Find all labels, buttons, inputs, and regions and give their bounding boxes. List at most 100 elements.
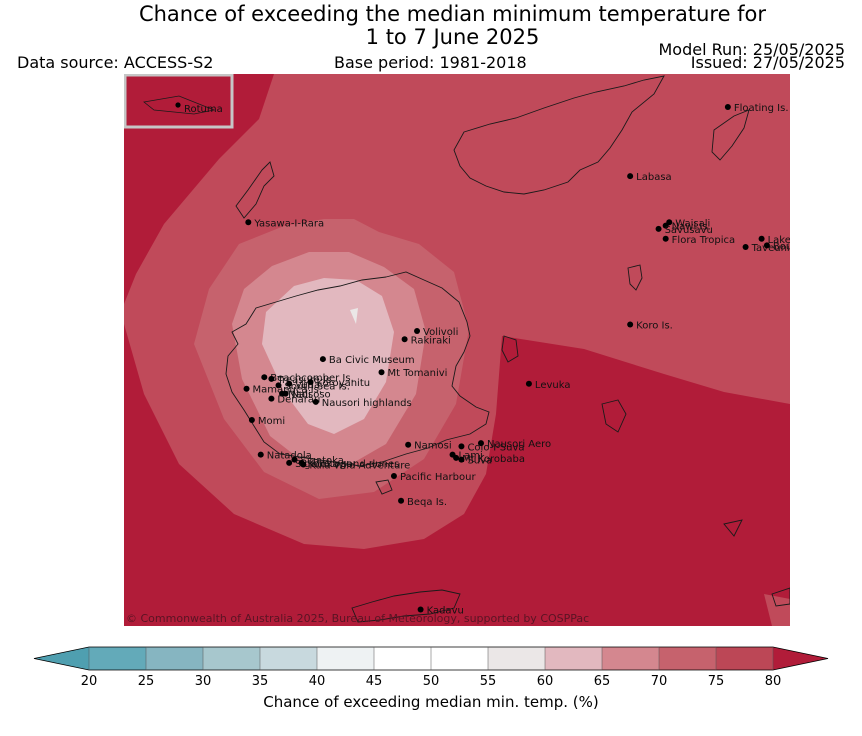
place-marker: Lake Tagimaucia bbox=[758, 235, 790, 246]
place-label: Nadi bbox=[288, 390, 311, 401]
data-source-text: Data source: ACCESS-S2 bbox=[17, 53, 214, 72]
place-marker: Bouma bbox=[763, 241, 790, 252]
place-dot bbox=[525, 380, 532, 387]
place-marker: Savusavu bbox=[655, 225, 713, 236]
place-label: Floating Is. bbox=[734, 103, 789, 114]
colorbar-bin bbox=[374, 647, 432, 670]
colorbar-tick-label: 25 bbox=[138, 674, 155, 689]
colorbar-bin bbox=[260, 647, 318, 670]
field-band-60-65 bbox=[262, 278, 394, 434]
place-marker: Namosi bbox=[405, 441, 452, 452]
place-marker: Taveuni bbox=[742, 243, 790, 254]
title-line-2: 1 to 7 June 2025 bbox=[365, 25, 540, 49]
place-label: Koroyanitu bbox=[316, 378, 370, 389]
place-marker: Koroyanitu bbox=[307, 378, 370, 389]
place-dot bbox=[307, 379, 314, 386]
viti-levu-coastline bbox=[225, 271, 490, 467]
place-label: Treasure Is. bbox=[276, 375, 334, 386]
place-dot bbox=[245, 219, 252, 226]
place-label: Volivoli bbox=[423, 327, 458, 338]
place-marker: Colo-I-Suva bbox=[458, 442, 525, 453]
place-label: Mamanuca Is. bbox=[253, 385, 322, 396]
field-band-over-80-south bbox=[124, 324, 790, 626]
place-dot bbox=[243, 385, 250, 392]
place-label: Suva bbox=[467, 456, 492, 467]
place-label: Mt Tomanivi bbox=[388, 368, 448, 379]
place-dot bbox=[248, 417, 255, 424]
field-band-55-60 bbox=[350, 308, 358, 324]
place-marker: Suva bbox=[458, 456, 492, 467]
gau-coastline bbox=[601, 399, 627, 433]
place-dot bbox=[405, 441, 412, 448]
base-period-text: Base period: 1981-2018 bbox=[334, 53, 527, 72]
place-label: Bouma bbox=[773, 241, 790, 252]
place-marker: Pacific Harbour bbox=[390, 472, 477, 483]
koro-coastline bbox=[627, 264, 643, 291]
place-dot bbox=[275, 382, 282, 389]
place-label: Momi bbox=[258, 416, 285, 427]
model-run-text: Model Run: 25/05/2025 bbox=[658, 40, 846, 59]
place-dot bbox=[268, 395, 275, 402]
place-dot bbox=[724, 103, 731, 110]
place-label: Lake Tagimaucia bbox=[768, 235, 790, 246]
place-dot bbox=[666, 219, 673, 226]
place-marker: Flora Tropica bbox=[662, 235, 735, 246]
place-label: Sigatoka sand dunes bbox=[295, 459, 399, 470]
colorbar-tick-label: 20 bbox=[81, 674, 98, 689]
place-dot bbox=[662, 235, 669, 242]
place-marker: Mt Tomanivi bbox=[378, 368, 448, 379]
colorbar-tick-label: 50 bbox=[423, 674, 440, 689]
colorbar-bin bbox=[431, 647, 489, 670]
colorbar-tick-label: 55 bbox=[480, 674, 497, 689]
place-label: Nausori Aero bbox=[487, 439, 551, 450]
place-marker: Yasawa-I-Rara bbox=[245, 218, 324, 229]
place-dot bbox=[378, 369, 385, 376]
place-label: Ba Civic Museum bbox=[329, 355, 415, 366]
colorbar-tick-label: 45 bbox=[366, 674, 383, 689]
colorbar-extend-high bbox=[773, 647, 828, 670]
colorbar-bin bbox=[602, 647, 660, 670]
yasawa-coastline bbox=[235, 161, 275, 219]
kadavu-coastline bbox=[351, 589, 461, 623]
place-marker: Denarau bbox=[268, 395, 320, 406]
place-marker: Beqa Is. bbox=[398, 497, 447, 508]
place-dot bbox=[312, 398, 319, 405]
place-dot bbox=[286, 459, 293, 466]
colorbar-bin bbox=[317, 647, 375, 670]
colorbar-tick-label: 35 bbox=[252, 674, 269, 689]
place-label: Pacific Harbour bbox=[400, 472, 477, 483]
place-label: Natadola bbox=[267, 451, 312, 462]
place-label: Lami bbox=[459, 451, 483, 462]
place-label: Kula Wild Adventure bbox=[309, 461, 410, 472]
place-marker: Koro Is. bbox=[627, 320, 673, 331]
place-dot bbox=[477, 440, 484, 447]
place-marker: Naisoso bbox=[282, 390, 331, 401]
colorbar-bin bbox=[146, 647, 204, 670]
place-marker: Natadola bbox=[257, 451, 312, 462]
colorbar-tick-label: 60 bbox=[537, 674, 554, 689]
eastern-lau-coastline bbox=[771, 587, 790, 607]
place-dot bbox=[458, 443, 465, 450]
place-marker: Nausori Aero bbox=[477, 439, 551, 450]
place-dot bbox=[261, 374, 268, 381]
taveuni-coastline bbox=[711, 109, 750, 161]
place-marker: Labasa bbox=[627, 172, 672, 183]
place-dot bbox=[268, 375, 275, 382]
place-dot bbox=[655, 225, 662, 232]
place-label: Beachcomber Is. bbox=[270, 373, 353, 384]
place-label: Taveuni bbox=[751, 243, 790, 254]
place-marker: Kadavu bbox=[417, 606, 464, 617]
place-dot bbox=[286, 380, 293, 387]
colorbar-ticks: 20 25 30 35 40 45 50 55 60 65 70 75 80 bbox=[81, 647, 781, 689]
place-marker: Volivoli bbox=[414, 327, 458, 338]
beqa-coastline bbox=[375, 479, 393, 495]
place-label: South Sea Is. bbox=[285, 381, 350, 392]
title-line-1: Chance of exceeding the median minimum t… bbox=[138, 2, 767, 26]
place-marker: Rakiraki bbox=[401, 335, 451, 346]
colorbar-bin bbox=[659, 647, 717, 670]
vanua-levu-coastline bbox=[453, 75, 665, 195]
colorbar-tick-label: 40 bbox=[309, 674, 326, 689]
place-marker: Ba Civic Museum bbox=[319, 355, 415, 366]
colorbar-bin bbox=[203, 647, 261, 670]
place-marker: Vuda bbox=[286, 380, 320, 391]
